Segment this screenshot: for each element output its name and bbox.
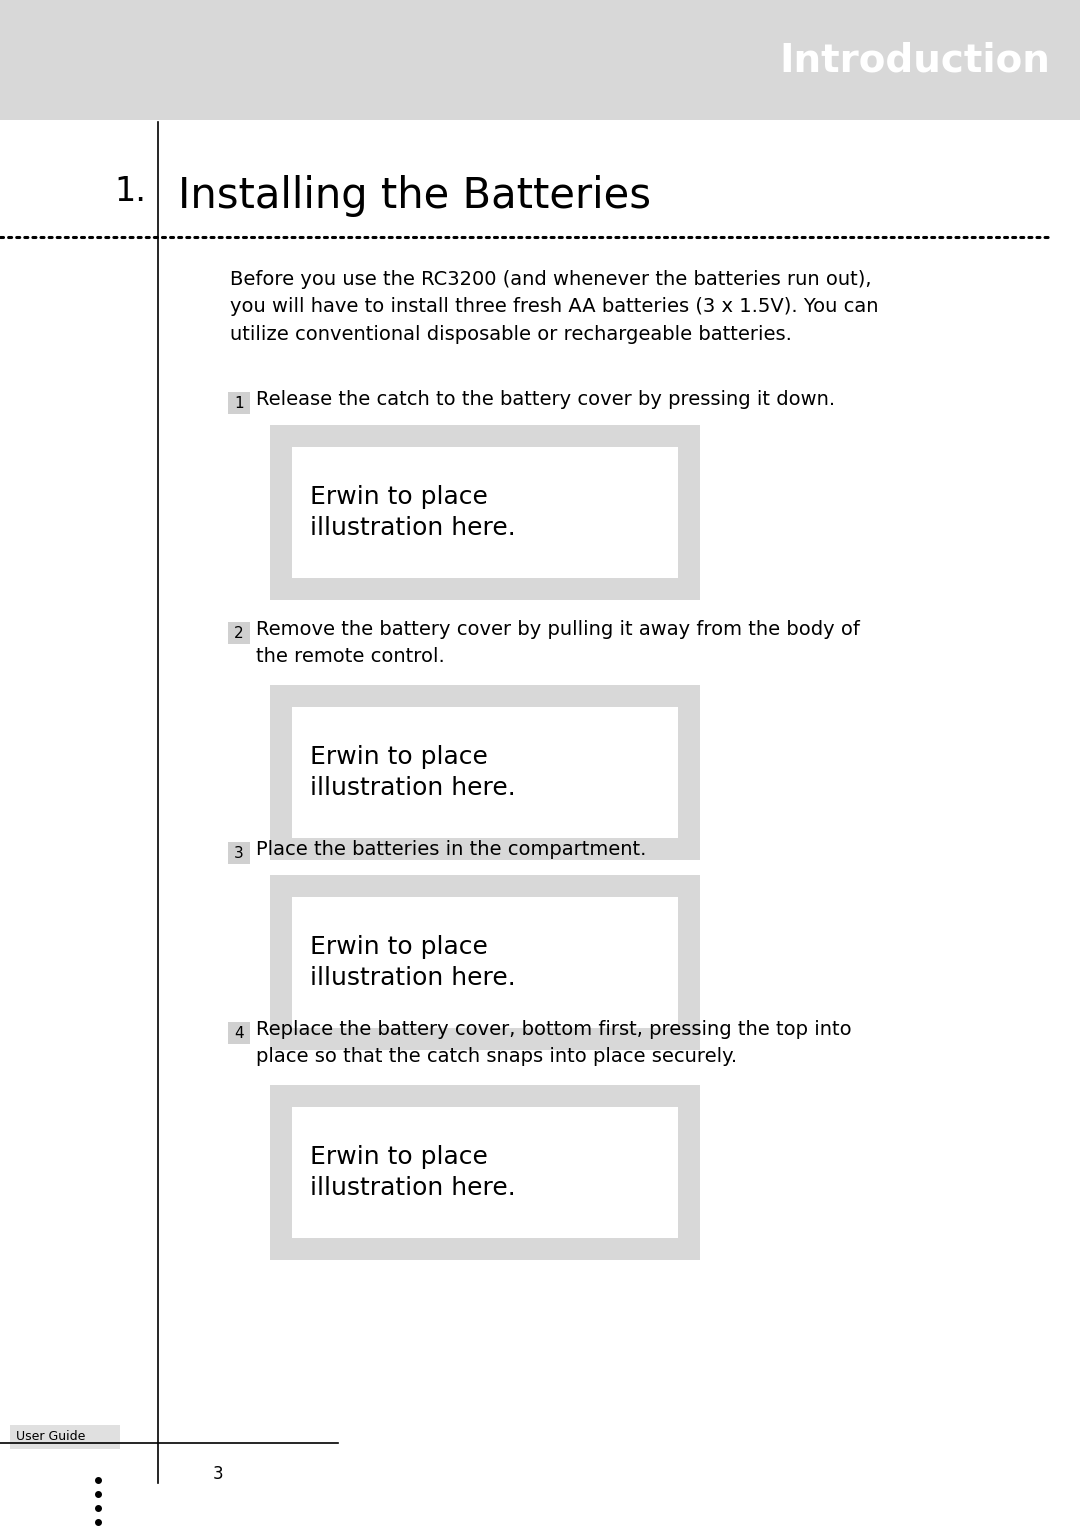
- Text: User Guide: User Guide: [16, 1431, 85, 1443]
- Bar: [228, 1021, 249, 1044]
- Bar: [228, 391, 249, 414]
- Text: Introduction: Introduction: [779, 41, 1050, 80]
- Text: Place the batteries in the compartment.: Place the batteries in the compartment.: [256, 839, 646, 859]
- Bar: [10, 1425, 120, 1449]
- Text: 4: 4: [234, 1026, 244, 1041]
- Text: Release the catch to the battery cover by pressing it down.: Release the catch to the battery cover b…: [256, 390, 835, 408]
- Text: 1.: 1.: [114, 174, 146, 208]
- Text: Erwin to place
illustration here.: Erwin to place illustration here.: [310, 1145, 516, 1200]
- Text: Erwin to place
illustration here.: Erwin to place illustration here.: [310, 745, 516, 800]
- Bar: [0, 0, 1080, 119]
- Text: Erwin to place
illustration here.: Erwin to place illustration here.: [310, 485, 516, 540]
- Bar: [270, 425, 700, 599]
- Text: Erwin to place
illustration here.: Erwin to place illustration here.: [310, 934, 516, 991]
- Text: 3: 3: [234, 846, 244, 861]
- Bar: [292, 1107, 678, 1238]
- Bar: [292, 898, 678, 1027]
- Bar: [228, 622, 249, 644]
- Bar: [292, 446, 678, 578]
- Text: Remove the battery cover by pulling it away from the body of
the remote control.: Remove the battery cover by pulling it a…: [256, 619, 860, 665]
- Bar: [228, 842, 249, 864]
- Text: 2: 2: [234, 625, 244, 641]
- Text: Before you use the RC3200 (and whenever the batteries run out),
you will have to: Before you use the RC3200 (and whenever …: [230, 271, 878, 344]
- Text: 3: 3: [213, 1465, 224, 1483]
- Text: Replace the battery cover, bottom first, pressing the top into
place so that the: Replace the battery cover, bottom first,…: [256, 1020, 852, 1066]
- Text: Installing the Batteries: Installing the Batteries: [178, 174, 651, 217]
- Text: 1: 1: [234, 396, 244, 410]
- Bar: [270, 875, 700, 1050]
- Bar: [292, 706, 678, 838]
- Bar: [270, 685, 700, 859]
- Bar: [270, 1086, 700, 1260]
